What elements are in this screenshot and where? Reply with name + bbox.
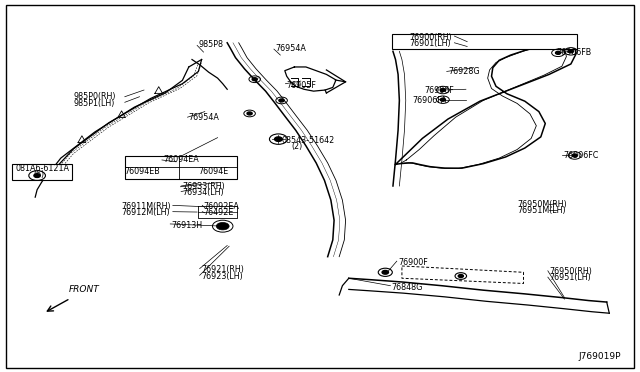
Circle shape: [34, 174, 40, 177]
Text: FRONT: FRONT: [69, 285, 100, 294]
Text: 76092EA: 76092EA: [204, 202, 239, 211]
Circle shape: [440, 89, 445, 92]
Circle shape: [247, 112, 252, 115]
Text: 985P1(LH): 985P1(LH): [74, 99, 115, 108]
Bar: [392, 34, 577, 49]
Circle shape: [458, 275, 463, 278]
Circle shape: [216, 222, 229, 230]
Text: 76923(LH): 76923(LH): [202, 272, 243, 280]
Text: 76900F: 76900F: [398, 258, 428, 267]
Text: 985P0(RH): 985P0(RH): [74, 92, 116, 101]
Text: 76094EB: 76094EB: [125, 167, 161, 176]
Text: 76934(LH): 76934(LH): [182, 188, 224, 197]
Circle shape: [572, 154, 577, 157]
Text: 76094EA: 76094EA: [163, 155, 199, 164]
Text: 76094E: 76094E: [198, 167, 228, 176]
Text: 76950(RH): 76950(RH): [549, 267, 592, 276]
Text: J769019P: J769019P: [579, 352, 621, 361]
Circle shape: [279, 99, 284, 102]
Circle shape: [275, 137, 282, 141]
Text: 76954A: 76954A: [275, 44, 306, 53]
Text: 76906F: 76906F: [424, 86, 454, 95]
Text: 76900(RH): 76900(RH): [410, 33, 452, 42]
Text: 76912M(LH): 76912M(LH): [122, 208, 170, 217]
Circle shape: [382, 270, 388, 274]
Circle shape: [556, 51, 561, 54]
Text: 985P8: 985P8: [198, 40, 223, 49]
FancyBboxPatch shape: [12, 164, 72, 180]
Text: 76928G: 76928G: [448, 67, 479, 76]
Text: (6): (6): [33, 170, 44, 179]
Text: 081A6-6121A: 081A6-6121A: [16, 164, 70, 173]
Circle shape: [440, 98, 445, 101]
Text: 76911M(RH): 76911M(RH): [122, 202, 172, 211]
Text: 76933(RH): 76933(RH): [182, 182, 225, 190]
Text: (2): (2): [291, 142, 303, 151]
Text: 76905F: 76905F: [287, 81, 317, 90]
Text: 76848G: 76848G: [392, 283, 423, 292]
Text: 76913H: 76913H: [172, 221, 203, 230]
Circle shape: [568, 50, 573, 53]
Text: 76951(LH): 76951(LH): [549, 273, 591, 282]
Text: 76492E: 76492E: [204, 208, 234, 217]
Text: 08543-51642: 08543-51642: [282, 136, 335, 145]
Text: 76951M(LH): 76951M(LH): [517, 206, 566, 215]
Text: 76906FC: 76906FC: [563, 151, 598, 160]
Text: 76901(LH): 76901(LH): [410, 39, 451, 48]
Text: 76906FB: 76906FB: [557, 48, 592, 57]
Text: 76906FA: 76906FA: [413, 96, 447, 105]
Circle shape: [252, 78, 257, 81]
Bar: [125, 156, 237, 179]
Text: 76921(RH): 76921(RH): [202, 265, 244, 274]
Text: 76950M(RH): 76950M(RH): [517, 200, 567, 209]
Text: 76954A: 76954A: [189, 113, 220, 122]
